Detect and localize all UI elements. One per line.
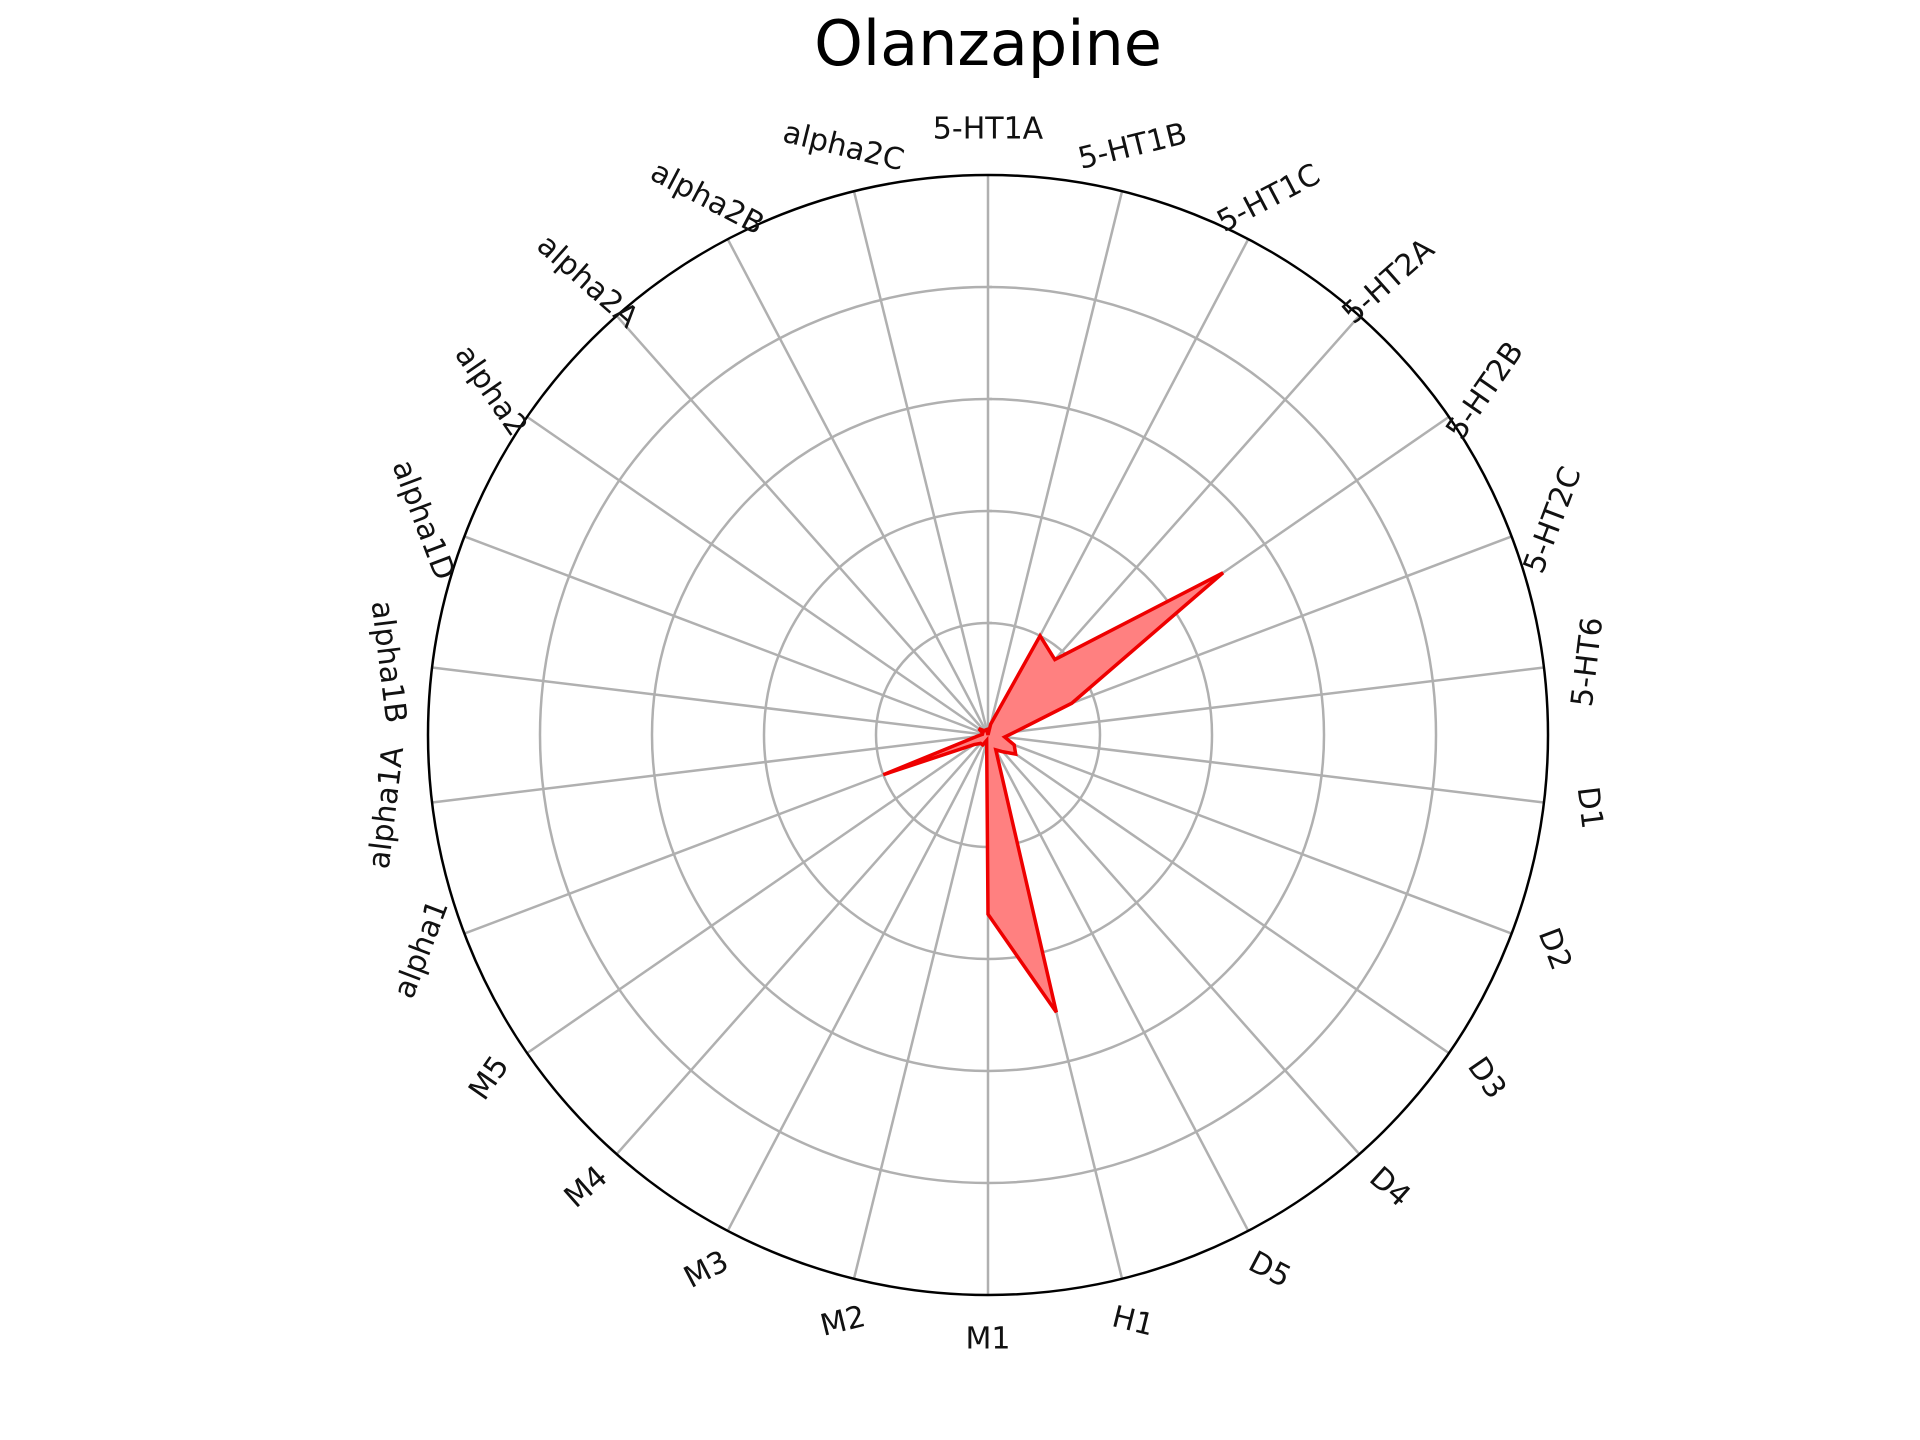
category-label-5-HT2A: 5-HT2A <box>1336 231 1442 331</box>
spoke-alpha2 <box>526 415 989 737</box>
spoke-D5 <box>986 734 1250 1232</box>
spoke-alpha2A <box>615 315 989 736</box>
category-label-M3: M3 <box>678 1244 734 1296</box>
spoke-M3 <box>726 734 990 1232</box>
category-label-H1: H1 <box>1109 1299 1158 1343</box>
spoke-D4 <box>987 734 1361 1155</box>
category-label-alpha1: alpha1 <box>387 895 456 1003</box>
category-label-alpha2: alpha2 <box>447 339 534 443</box>
category-label-alpha2A: alpha2A <box>530 228 645 336</box>
category-label-alpha1A: alpha1A <box>362 744 412 871</box>
category-label-M2: M2 <box>817 1299 869 1344</box>
data-layer <box>882 571 1225 1014</box>
spoke-5-HT1B <box>986 190 1124 736</box>
category-label-alpha1B: alpha1B <box>364 599 414 725</box>
spoke-D1 <box>987 733 1545 804</box>
category-label-5-HT2C: 5-HT2C <box>1517 462 1589 578</box>
category-label-alpha2C: alpha2C <box>779 115 907 178</box>
category-label-M4: M4 <box>558 1159 615 1215</box>
spoke-M2 <box>852 734 990 1280</box>
spoke-D2 <box>987 733 1513 935</box>
category-label-5-HT6: 5-HT6 <box>1565 615 1611 708</box>
spoke-D3 <box>987 733 1450 1055</box>
outer-ring <box>426 173 1550 1297</box>
category-label-alpha1D: alpha1D <box>385 455 462 585</box>
category-label-M1: M1 <box>966 1322 1011 1357</box>
category-label-5-HT2B: 5-HT2B <box>1439 335 1531 446</box>
category-label-D2: D2 <box>1531 923 1579 975</box>
category-label-D3: D3 <box>1460 1051 1513 1106</box>
spoke-alpha1B <box>431 666 989 737</box>
category-label-5-HT1B: 5-HT1B <box>1075 116 1191 176</box>
spoke-alpha2C <box>852 190 990 736</box>
category-label-D5: D5 <box>1243 1245 1297 1296</box>
spoke-M4 <box>615 734 989 1155</box>
category-label-5-HT1A: 5-HT1A <box>933 112 1044 147</box>
category-label-D4: D4 <box>1362 1160 1417 1214</box>
chart-title: Olanzapine <box>814 7 1162 80</box>
series-1-area <box>882 571 1225 1014</box>
spoke-alpha2B <box>726 238 990 736</box>
spoke-M5 <box>526 733 989 1055</box>
category-label-5-HT1C: 5-HT1C <box>1211 157 1325 239</box>
category-label-alpha2B: alpha2B <box>645 154 770 242</box>
spoke-alpha1A <box>431 733 989 804</box>
spoke-alpha1D <box>463 535 989 737</box>
spoke-5-HT6 <box>987 666 1545 737</box>
category-label-D1: D1 <box>1570 785 1610 831</box>
category-label-M5: M5 <box>462 1050 516 1107</box>
